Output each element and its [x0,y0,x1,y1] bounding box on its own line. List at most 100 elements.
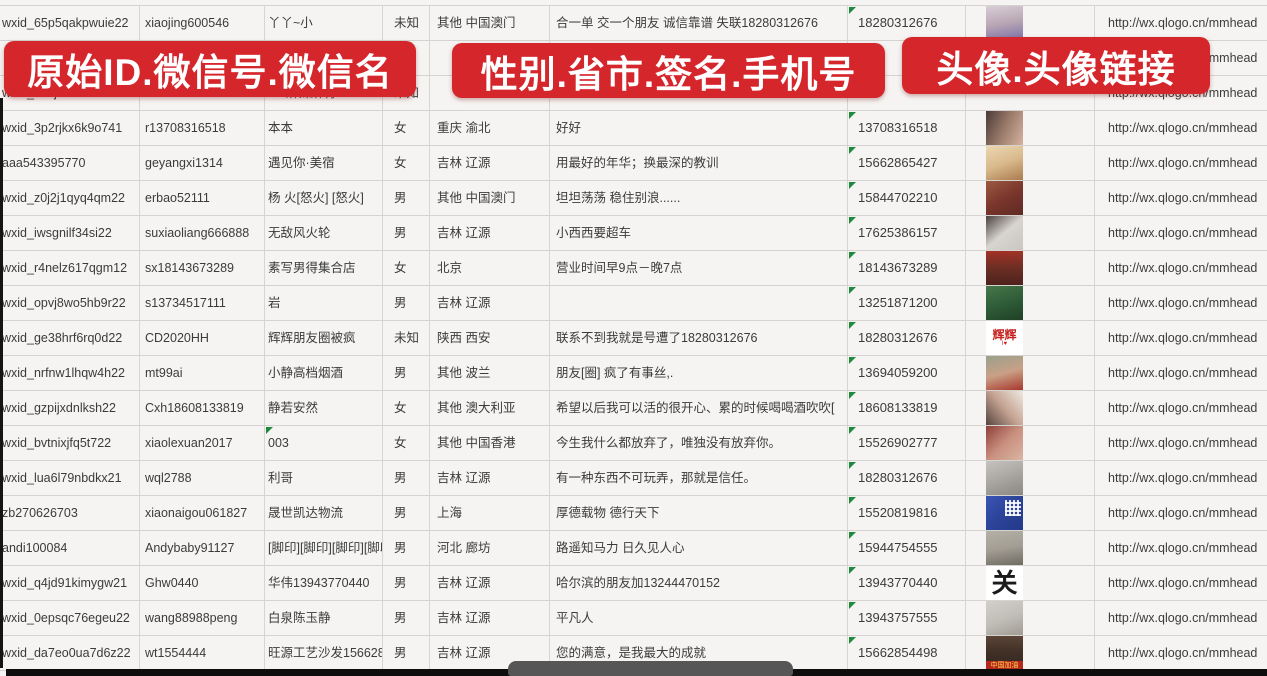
avatar-link-cell[interactable]: http://wx.qlogo.cn/mmhead [1095,496,1267,530]
avatar-cell[interactable] [966,601,1095,635]
phone-cell[interactable]: 18280312676 [848,321,966,355]
province-city-cell[interactable]: 河北 廊坊 [430,531,550,565]
gender-cell[interactable]: 女 [383,391,430,425]
weixin-name-cell[interactable]: 003 [265,426,383,460]
province-city-cell[interactable]: 吉林 辽源 [430,461,550,495]
avatar-cell[interactable] [966,6,1095,40]
province-city-cell[interactable]: 陕西 西安 [430,321,550,355]
wxid-cell[interactable]: wxid_3p2rjkx6k9o741 [0,111,140,145]
gender-cell[interactable]: 未知 [383,321,430,355]
wxid-cell[interactable]: wxid_r4nelz617qgm12 [0,251,140,285]
weixin-id-cell[interactable]: s13734517111 [140,286,265,320]
wxid-cell[interactable]: wxid_q4jd91kimygw21 [0,566,140,600]
weixin-id-cell[interactable]: suxiaoliang666888 [140,216,265,250]
province-city-cell[interactable]: 其他 波兰 [430,356,550,390]
wxid-cell[interactable]: andi100084 [0,531,140,565]
avatar-link-cell[interactable]: http://wx.qlogo.cn/mmhead [1095,321,1267,355]
phone-cell[interactable]: 15662854498 [848,636,966,670]
province-city-cell[interactable]: 吉林 辽源 [430,286,550,320]
weixin-name-cell[interactable]: 静若安然 [265,391,383,425]
gender-cell[interactable]: 男 [383,601,430,635]
weixin-id-cell[interactable]: xiaojing600546 [140,6,265,40]
phone-cell[interactable]: 15526902777 [848,426,966,460]
province-city-cell[interactable]: 重庆 渝北 [430,111,550,145]
gender-cell[interactable]: 未知 [383,6,430,40]
weixin-name-cell[interactable]: 杨 火[怒火] [怒火] [265,181,383,215]
phone-cell[interactable]: 15662865427 [848,146,966,180]
phone-cell[interactable]: 13251871200 [848,286,966,320]
wxid-cell[interactable]: wxid_lua6l79nbdkx21 [0,461,140,495]
gender-cell[interactable]: 女 [383,146,430,180]
avatar-cell[interactable] [966,426,1095,460]
signature-cell[interactable]: 小西西要超车 [550,216,848,250]
signature-cell[interactable]: 用最好的年华；换最深的教训 [550,146,848,180]
weixin-name-cell[interactable]: 晟世凯达物流 [265,496,383,530]
avatar-cell[interactable] [966,391,1095,425]
avatar-link-cell[interactable]: http://wx.qlogo.cn/mmhead [1095,181,1267,215]
avatar-link-cell[interactable]: http://wx.qlogo.cn/mmhead [1095,251,1267,285]
avatar-link-cell[interactable]: http://wx.qlogo.cn/mmhead [1095,356,1267,390]
province-city-cell[interactable]: 上海 [430,496,550,530]
gender-cell[interactable] [383,41,430,75]
signature-cell[interactable]: 哈尔滨的朋友加13244470152 [550,566,848,600]
weixin-name-cell[interactable]: 岩 [265,286,383,320]
avatar-cell[interactable] [966,286,1095,320]
signature-cell[interactable]: 联系不到我就是号遭了18280312676 [550,321,848,355]
phone-cell[interactable]: 18280312676 [848,6,966,40]
avatar-link-cell[interactable]: http://wx.qlogo.cn/mmhead [1095,566,1267,600]
weixin-name-cell[interactable]: 遇见你·美宿 [265,146,383,180]
avatar-cell[interactable] [966,496,1095,530]
weixin-name-cell[interactable]: 利哥 [265,461,383,495]
weixin-id-cell[interactable]: CD2020HH [140,321,265,355]
avatar-cell[interactable] [966,181,1095,215]
wxid-cell[interactable]: wxid_da7eo0ua7d6z22 [0,636,140,670]
avatar-cell[interactable] [966,356,1095,390]
weixin-name-cell[interactable]: 旺源工艺沙发15662854 [265,636,383,670]
weixin-name-cell[interactable]: 无敌风火轮 [265,216,383,250]
gender-cell[interactable]: 男 [383,636,430,670]
province-city-cell[interactable]: 吉林 辽源 [430,601,550,635]
gender-cell[interactable]: 男 [383,181,430,215]
weixin-id-cell[interactable]: Ghw0440 [140,566,265,600]
province-city-cell[interactable]: 其他 中国香港 [430,426,550,460]
avatar-link-cell[interactable]: http://wx.qlogo.cn/mmhead [1095,286,1267,320]
weixin-id-cell[interactable]: Andybaby91127 [140,531,265,565]
weixin-id-cell[interactable]: wql2788 [140,461,265,495]
signature-cell[interactable]: 坦坦荡荡 稳住别浪...... [550,181,848,215]
avatar-cell[interactable] [966,531,1095,565]
avatar-link-cell[interactable]: http://wx.qlogo.cn/mmhead [1095,6,1267,40]
wxid-cell[interactable]: wxid_0epsqc76egeu22 [0,601,140,635]
phone-cell[interactable]: 18608133819 [848,391,966,425]
province-city-cell[interactable]: 其他 澳大利亚 [430,391,550,425]
wxid-cell[interactable]: wxid_nrfnw1lhqw4h22 [0,356,140,390]
phone-cell[interactable]: 13694059200 [848,356,966,390]
avatar-cell[interactable] [966,461,1095,495]
weixin-id-cell[interactable]: wt1554444 [140,636,265,670]
wxid-cell[interactable]: zb270626703 [0,496,140,530]
wxid-cell[interactable]: wxid_65p5qakpwuie22 [0,6,140,40]
weixin-name-cell[interactable]: 辉辉朋友圈被疯 [265,321,383,355]
province-city-cell[interactable]: 吉林 辽源 [430,566,550,600]
phone-cell[interactable]: 15520819816 [848,496,966,530]
avatar-cell[interactable] [966,251,1095,285]
avatar-cell[interactable] [966,146,1095,180]
phone-cell[interactable]: 15844702210 [848,181,966,215]
weixin-name-cell[interactable]: [脚印][脚印][脚印][脚印 [265,531,383,565]
gender-cell[interactable]: 男 [383,461,430,495]
weixin-id-cell[interactable]: erbao52111 [140,181,265,215]
weixin-name-cell[interactable]: 白泉陈玉静 [265,601,383,635]
province-city-cell[interactable]: 其他 中国澳门 [430,6,550,40]
signature-cell[interactable]: 营业时间早9点－晚7点 [550,251,848,285]
avatar-link-cell[interactable]: http://wx.qlogo.cn/mmhead [1095,146,1267,180]
phone-cell[interactable]: 13943757555 [848,601,966,635]
gender-cell[interactable]: 男 [383,496,430,530]
avatar-link-cell[interactable]: http://wx.qlogo.cn/mmhead [1095,391,1267,425]
weixin-id-cell[interactable]: geyangxi1314 [140,146,265,180]
signature-cell[interactable]: 好好 [550,111,848,145]
weixin-name-cell[interactable]: 素写男得集合店 [265,251,383,285]
gender-cell[interactable]: 男 [383,216,430,250]
signature-cell[interactable]: 合一单 交一个朋友 诚信靠谱 失联18280312676 [550,6,848,40]
avatar-link-cell[interactable]: http://wx.qlogo.cn/mmhead [1095,636,1267,670]
province-city-cell[interactable]: 吉林 辽源 [430,216,550,250]
signature-cell[interactable] [550,286,848,320]
